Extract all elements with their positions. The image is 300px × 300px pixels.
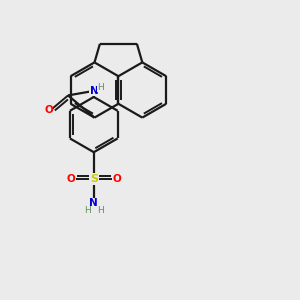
Text: O: O: [112, 174, 121, 184]
Text: O: O: [44, 105, 53, 115]
Text: S: S: [90, 174, 98, 184]
Text: N: N: [89, 198, 98, 208]
Text: H: H: [84, 206, 91, 215]
Text: O: O: [66, 174, 75, 184]
Text: N: N: [90, 86, 99, 96]
Text: H: H: [97, 206, 104, 215]
Text: H: H: [97, 82, 104, 91]
